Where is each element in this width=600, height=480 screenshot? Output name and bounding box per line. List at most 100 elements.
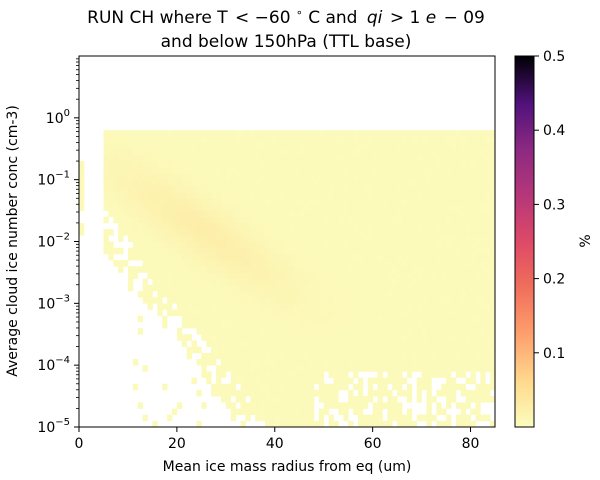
heatmap-cell bbox=[397, 247, 403, 255]
heatmap-cell bbox=[137, 247, 144, 255]
heatmap-cell bbox=[353, 130, 359, 137]
heatmap-cell bbox=[416, 136, 422, 143]
heatmap-cell bbox=[127, 185, 134, 193]
heatmap-cell bbox=[411, 420, 418, 427]
heatmap-cell bbox=[333, 377, 339, 385]
heatmap-cell bbox=[455, 167, 462, 174]
heatmap-cell bbox=[225, 303, 232, 310]
heatmap-cell bbox=[343, 192, 349, 199]
heatmap-cell bbox=[279, 414, 285, 422]
heatmap-cell bbox=[362, 216, 369, 224]
heatmap-cell bbox=[431, 284, 437, 292]
heatmap-cell bbox=[411, 315, 418, 323]
heatmap-cell bbox=[382, 321, 388, 329]
heatmap-cell bbox=[323, 185, 329, 193]
heatmap-cell bbox=[353, 365, 359, 372]
heatmap-cell bbox=[240, 377, 246, 385]
heatmap-cell bbox=[152, 247, 158, 255]
heatmap-cell bbox=[216, 253, 222, 261]
heatmap-cell bbox=[181, 198, 188, 205]
heatmap-cell bbox=[274, 142, 281, 150]
heatmap-cell bbox=[162, 253, 168, 261]
heatmap-cell bbox=[245, 260, 251, 267]
heatmap-cell bbox=[118, 167, 124, 174]
heatmap-cell bbox=[402, 303, 408, 310]
heatmap-cell bbox=[191, 198, 197, 205]
heatmap-cell bbox=[362, 167, 369, 174]
heatmap-cell bbox=[377, 210, 383, 218]
heatmap-cell bbox=[348, 315, 354, 323]
heatmap-cell bbox=[245, 142, 251, 150]
heatmap-cell bbox=[289, 309, 295, 317]
heatmap-cell bbox=[201, 161, 207, 168]
heatmap-cell bbox=[323, 192, 329, 199]
heatmap-cell bbox=[304, 210, 310, 218]
heatmap-cell bbox=[431, 192, 437, 199]
heatmap-cell bbox=[357, 161, 364, 168]
heatmap-cell bbox=[348, 253, 354, 261]
heatmap-cell bbox=[176, 154, 183, 162]
heatmap-cell bbox=[260, 377, 266, 385]
heatmap-cell bbox=[132, 247, 139, 255]
heatmap-cell bbox=[392, 167, 398, 174]
heatmap-cell bbox=[475, 241, 481, 249]
heatmap-cell bbox=[206, 161, 212, 168]
heatmap-cell bbox=[304, 328, 310, 335]
heatmap-cell bbox=[485, 235, 491, 242]
heatmap-cell bbox=[289, 408, 295, 416]
heatmap-cell bbox=[348, 173, 354, 181]
heatmap-cell bbox=[225, 198, 232, 205]
heatmap-cell bbox=[416, 352, 422, 360]
heatmap-cell bbox=[338, 198, 344, 205]
heatmap-cell bbox=[397, 130, 403, 137]
heatmap-cell bbox=[348, 198, 354, 205]
heatmap-cell bbox=[274, 260, 281, 267]
heatmap-cell bbox=[323, 334, 329, 341]
heatmap-cell bbox=[220, 161, 227, 168]
heatmap-cell bbox=[328, 136, 334, 143]
heatmap-cell bbox=[260, 204, 266, 211]
heatmap-cell bbox=[304, 229, 310, 236]
heatmap-cell bbox=[206, 210, 212, 218]
heatmap-cell bbox=[137, 328, 144, 335]
heatmap-cell bbox=[431, 340, 437, 348]
heatmap-cell bbox=[250, 303, 256, 310]
heatmap-cell bbox=[480, 260, 486, 267]
heatmap-cell bbox=[446, 185, 452, 193]
heatmap-cell bbox=[196, 229, 202, 236]
heatmap-cell bbox=[250, 340, 256, 348]
heatmap-cell bbox=[309, 377, 315, 385]
heatmap-cell bbox=[353, 229, 359, 236]
heatmap-cell bbox=[480, 328, 486, 335]
heatmap-cell bbox=[357, 420, 364, 427]
heatmap-cell bbox=[225, 142, 232, 150]
heatmap-cell bbox=[255, 383, 261, 391]
heatmap-cell bbox=[392, 260, 398, 267]
heatmap-cell bbox=[387, 179, 393, 187]
heatmap-cell bbox=[490, 321, 495, 329]
heatmap-cell bbox=[441, 303, 447, 310]
heatmap-cell bbox=[353, 266, 359, 273]
heatmap-cell bbox=[152, 148, 158, 156]
heatmap-cell bbox=[348, 179, 354, 187]
heatmap-cell bbox=[132, 222, 139, 230]
heatmap-cell bbox=[211, 340, 217, 348]
heatmap-cell bbox=[348, 210, 354, 218]
heatmap-cell bbox=[206, 284, 212, 292]
heatmap-cell bbox=[382, 216, 388, 224]
heatmap-cell bbox=[470, 198, 476, 205]
heatmap-cell bbox=[328, 235, 334, 242]
heatmap-cell bbox=[162, 179, 168, 187]
heatmap-cell bbox=[441, 346, 447, 354]
heatmap-cell bbox=[171, 284, 178, 292]
heatmap-cell bbox=[421, 346, 427, 354]
heatmap-cell bbox=[367, 284, 374, 292]
heatmap-cell bbox=[274, 216, 281, 224]
heatmap-cell bbox=[220, 154, 227, 162]
heatmap-cell bbox=[343, 229, 349, 236]
heatmap-cell bbox=[264, 358, 271, 366]
heatmap-cell bbox=[441, 222, 447, 230]
heatmap-cell bbox=[455, 222, 462, 230]
heatmap-cell bbox=[137, 204, 144, 211]
heatmap-cell bbox=[196, 328, 202, 335]
